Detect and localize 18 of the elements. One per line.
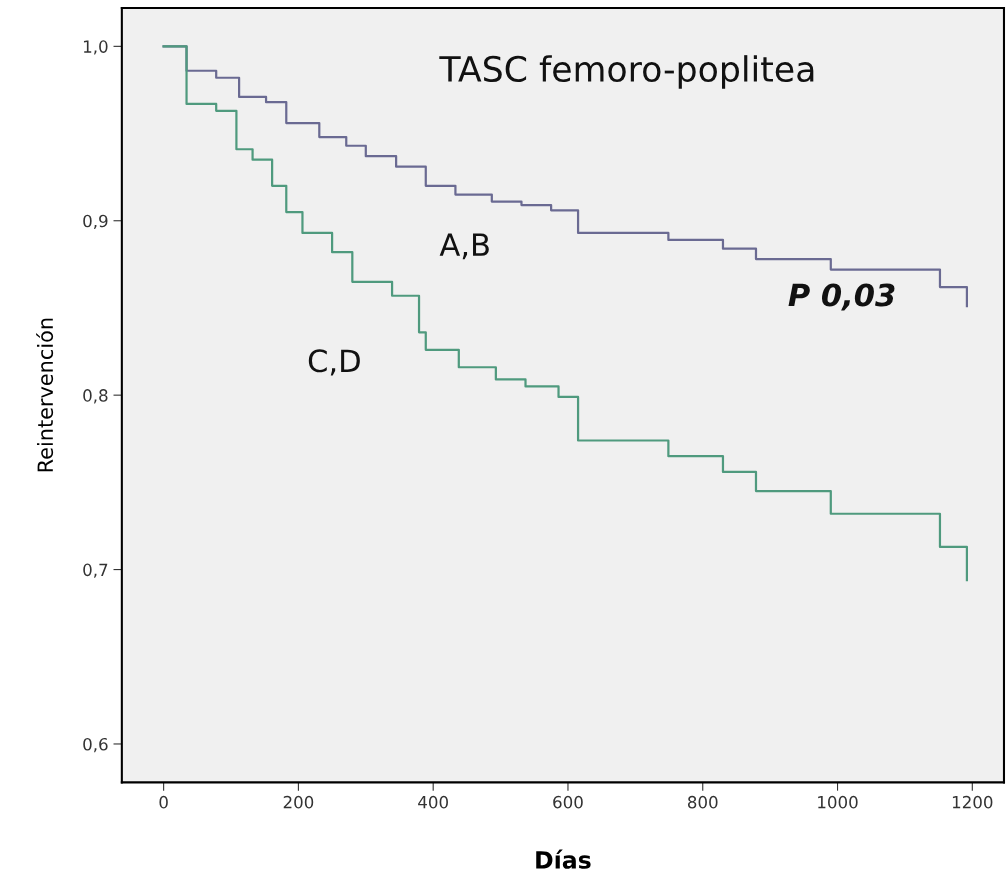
y-tick-label: 0,7: [83, 563, 108, 578]
x-tick-label: 200: [283, 795, 314, 809]
x-tick-label: 600: [553, 795, 583, 809]
series-label: A,B: [439, 233, 489, 260]
x-tick-label: 1200: [952, 795, 993, 809]
annotation: P 0,03: [788, 283, 895, 311]
x-tick-label: 0: [159, 795, 168, 809]
y-tick-label: 0,8: [83, 389, 108, 404]
y-tick-label: 0,9: [83, 214, 108, 230]
y-axis-title: Reintervención: [36, 318, 54, 472]
x-tick-label: 400: [418, 795, 448, 809]
x-tick-label: 1000: [818, 795, 858, 809]
y-tick-label: 0,6: [83, 737, 108, 753]
annotation: TASC femoro-poplitea: [439, 55, 814, 89]
x-axis-title: Días: [536, 849, 591, 869]
x-tick-label: 800: [687, 795, 718, 809]
y-tick-label: 1,0: [83, 40, 108, 55]
text: C,D: [308, 349, 360, 376]
